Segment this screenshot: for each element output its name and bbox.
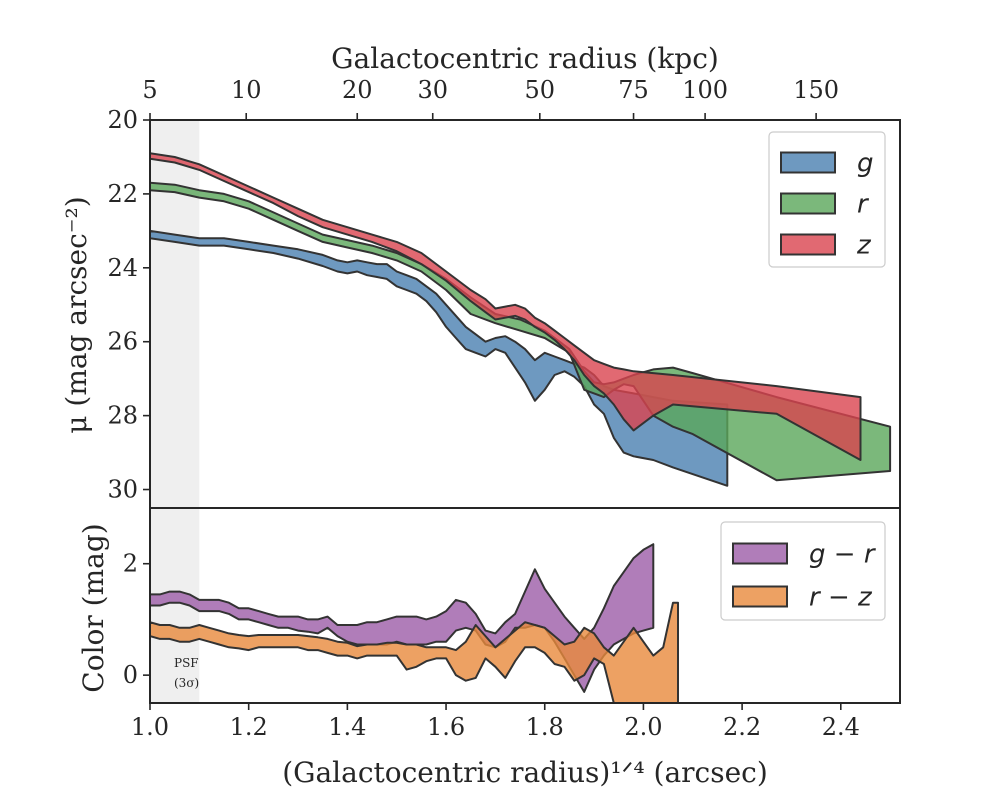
color-legend-label: r − z	[809, 583, 873, 613]
bottom-panel-frame	[149, 507, 901, 704]
psf-label: PSF	[174, 656, 199, 670]
color-band-rz	[150, 601, 679, 703]
mu-legend-label: r	[857, 190, 870, 220]
y-axis-title-surface-brightness: μ (mag arcsec⁻²)	[60, 196, 93, 433]
x-tick-label: 1.2	[230, 713, 268, 741]
x-tick-label: 1.0	[131, 713, 169, 741]
color-legend-swatch	[732, 542, 788, 565]
axis-labels: Galactocentric radius (kpc) μ (mag arcse…	[60, 42, 768, 789]
color-panel: PSF (3σ) 0 2 1.0 1.2 1.4 1.6 1.8 2.0 2.2 2.4 g − r r …	[123, 507, 901, 741]
top-x-tick-label: 10	[231, 76, 262, 104]
mu-band-g	[150, 229, 729, 487]
color-legend-swatch	[732, 585, 788, 608]
y-tick-label: 26	[107, 328, 138, 356]
color-series	[150, 543, 679, 703]
top-x-tick-label: 75	[618, 76, 649, 104]
y-tick-label: 30	[107, 476, 138, 504]
mu-legend-swatch	[780, 192, 836, 215]
color-y-tick-label: 0	[123, 661, 138, 689]
x-tick-label: 2.2	[723, 713, 761, 741]
surface-brightness-series	[150, 152, 892, 487]
x-tick-label: 1.6	[427, 713, 465, 741]
mu-legend-label: g	[857, 149, 874, 179]
x-axis-title: (Galactocentric radius)¹ᐟ⁴ (arcsec)	[282, 756, 768, 789]
color-legend-label: g − r	[809, 540, 877, 570]
x-tick-label: 1.8	[526, 713, 564, 741]
x-tick-label: 2.4	[822, 713, 860, 741]
top-x-tick-label: 50	[525, 76, 556, 104]
top-x-tick-label: 150	[793, 76, 839, 104]
x-tick-label: 1.4	[328, 713, 366, 741]
color-y-tick-label: 2	[123, 550, 138, 578]
y-axis-title-color: Color (mag)	[77, 523, 110, 692]
mu-band-z	[150, 152, 862, 461]
y-tick-label: 22	[107, 180, 138, 208]
psf-label-sigma: (3σ)	[174, 676, 199, 690]
top-x-tick-label: 100	[682, 76, 728, 104]
y-tick-label: 24	[107, 254, 138, 282]
x-tick-label: 2.0	[624, 713, 662, 741]
y-tick-label: 20	[107, 106, 138, 134]
mu-legend-swatch	[780, 151, 836, 174]
y-tick-label: 28	[107, 402, 138, 430]
psf-band	[150, 120, 200, 703]
top-x-tick-label: 20	[342, 76, 373, 104]
color-band-gr	[150, 543, 655, 693]
mu-legend-swatch	[780, 233, 836, 256]
color-legend: g − r r − z	[720, 521, 886, 621]
mu-legend: grz	[768, 131, 886, 268]
top-x-tick-label: 30	[417, 76, 448, 104]
top-x-tick-label: 5	[142, 76, 157, 104]
mu-legend-label: z	[856, 231, 872, 261]
top-axis-title: Galactocentric radius (kpc)	[331, 42, 719, 75]
